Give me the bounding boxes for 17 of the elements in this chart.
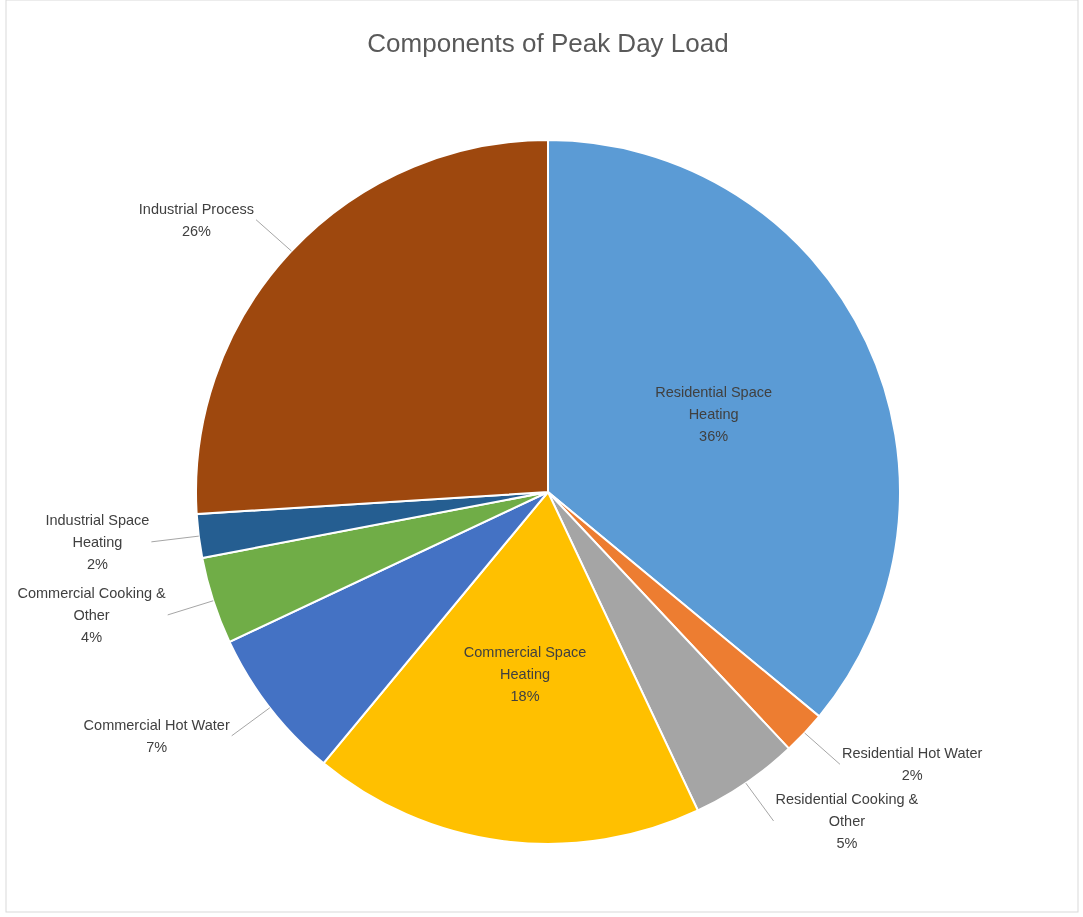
data-label: 26% xyxy=(181,222,212,239)
data-label: 2% xyxy=(901,767,923,784)
slice-label: Residential Cooking & Other xyxy=(775,790,919,829)
slice-label: Commercial Cooking & Other xyxy=(17,584,167,623)
chart-title: Components of Peak Day Load xyxy=(367,28,729,58)
slice-label: Residential Hot Water xyxy=(841,745,983,762)
slice-label: Industrial Process xyxy=(138,200,255,217)
data-label: 4% xyxy=(81,628,103,645)
data-label: 36% xyxy=(699,428,729,445)
data-label: 18% xyxy=(510,687,540,704)
slice-label: Industrial Space Heating xyxy=(45,511,150,550)
slice-label: Commercial Space Heating xyxy=(463,643,587,682)
data-label: 2% xyxy=(86,555,108,572)
data-label: 5% xyxy=(836,834,858,851)
slice-label: Residential Space Heating xyxy=(655,384,773,423)
data-label: 7% xyxy=(146,738,168,755)
slice-label: Commercial Hot Water xyxy=(83,716,230,733)
